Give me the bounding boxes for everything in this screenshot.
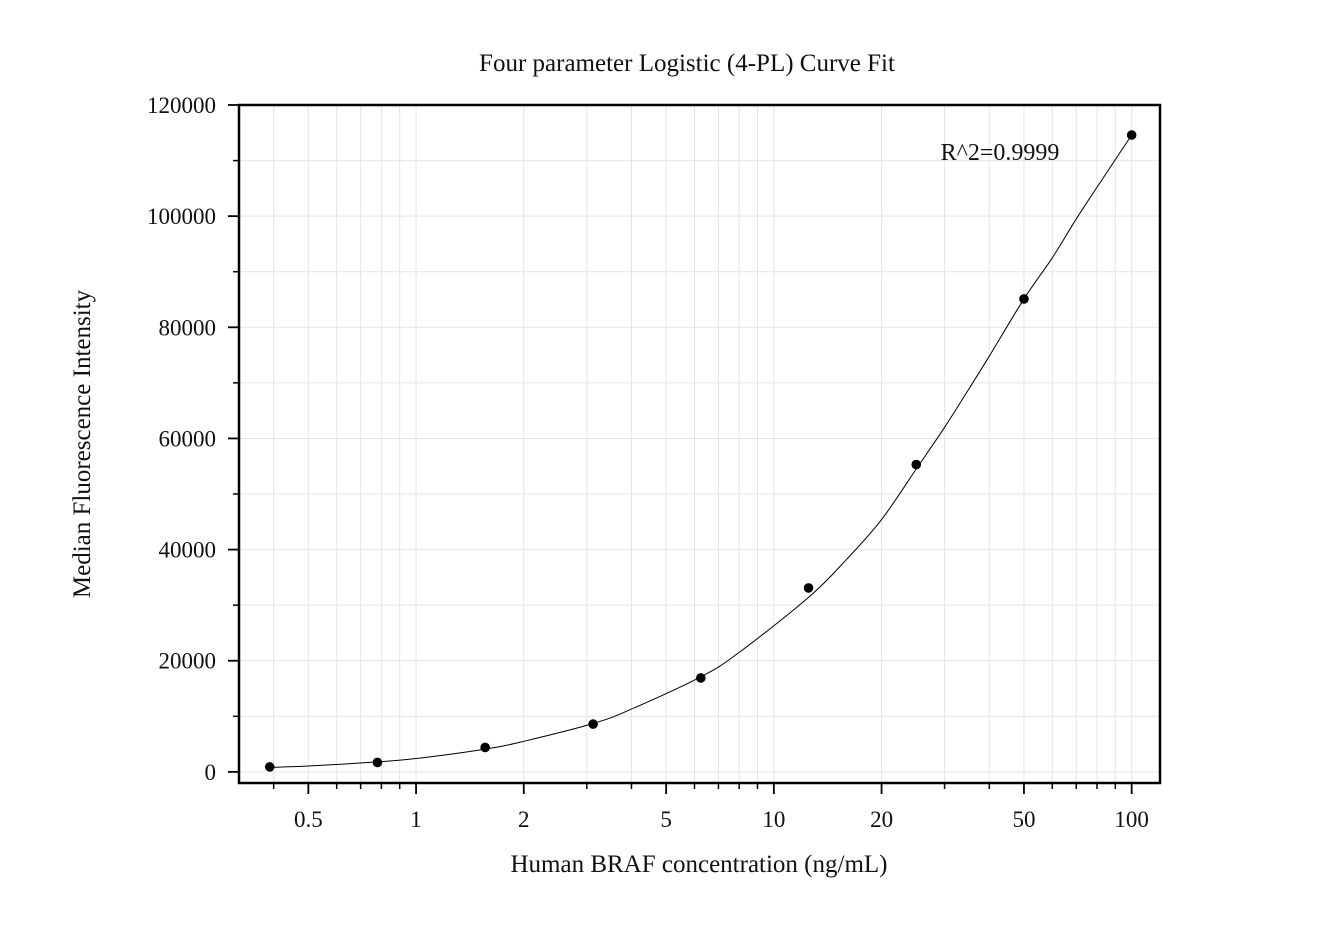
data-points (264, 130, 1137, 772)
y-tick-label: 40000 (159, 538, 217, 563)
fit-curve-line (269, 134, 1133, 768)
axis-ticks (228, 104, 1133, 794)
r-squared-annotation: R^2=0.9999 (941, 140, 1060, 166)
minor-gridlines (239, 105, 1160, 783)
chart-title: Four parameter Logistic (4-PL) Curve Fit (479, 50, 895, 77)
data-point (372, 757, 383, 768)
x-tick-label: 10 (762, 807, 785, 832)
y-tick-label: 20000 (159, 649, 217, 674)
data-point (1019, 294, 1029, 304)
plot-frame (237, 103, 1162, 785)
data-point (588, 719, 598, 729)
data-point (480, 742, 490, 753)
data-point (803, 583, 814, 593)
y-tick-label: 120000 (147, 93, 216, 118)
y-axis-label: Median Fluorescence Intensity (69, 289, 96, 598)
x-tick-label: 20 (870, 807, 893, 832)
tick-labels: 0.5 1 2 5 10 20 50 100 0 20000 40000 60000 80000 1000… (147, 93, 1149, 832)
x-tick-label: 2 (518, 807, 530, 832)
x-tick-label: 5 (660, 807, 672, 832)
x-tick-label: 50 (1012, 807, 1035, 832)
x-tick-label: 100 (1114, 807, 1149, 832)
y-tick-label: 80000 (159, 315, 217, 340)
data-point (1126, 130, 1137, 140)
y-tick-label: 100000 (147, 204, 216, 229)
x-axis-label: Human BRAF concentration (ng/mL) (510, 851, 887, 878)
x-tick-label: 0.5 (294, 807, 323, 832)
y-tick-label: 0 (205, 760, 217, 785)
x-tick-label: 1 (410, 807, 422, 832)
y-tick-label: 60000 (159, 426, 217, 451)
data-point (696, 673, 706, 683)
data-point (911, 459, 922, 470)
data-point (264, 762, 275, 772)
